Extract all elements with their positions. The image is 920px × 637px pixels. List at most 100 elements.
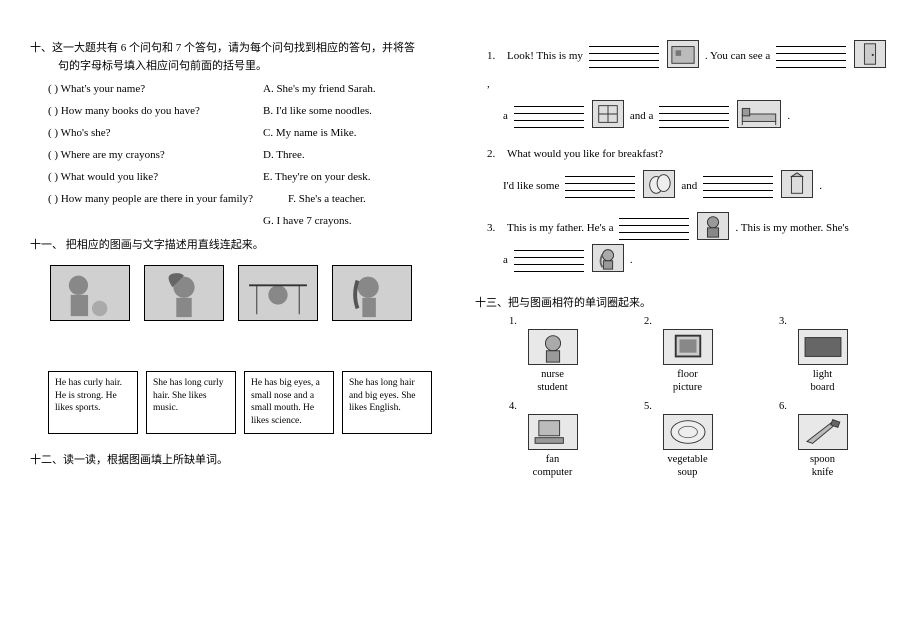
sentence-text: and a bbox=[630, 104, 654, 128]
father-icon bbox=[697, 212, 729, 240]
blank-lines bbox=[619, 215, 689, 240]
word-option: knife bbox=[755, 467, 890, 478]
question-text: ( ) Where are my crayons? bbox=[48, 149, 263, 161]
question-text: ( ) Who's she? bbox=[48, 127, 263, 139]
description-box: He has curly hair. He is strong. He like… bbox=[48, 371, 138, 434]
sentence-text: . This is my mother. She's bbox=[735, 216, 848, 240]
sentence-text: a bbox=[503, 104, 508, 128]
word-option: fan bbox=[485, 454, 620, 465]
item-num: 6. bbox=[755, 401, 890, 412]
answer-text: E. They're on your desk. bbox=[263, 171, 445, 183]
fill-sentence-1: 1. Look! This is my . You can see a , a … bbox=[475, 40, 890, 128]
answer-text-last: G. I have 7 crayons. bbox=[30, 215, 445, 227]
blank-lines bbox=[565, 173, 635, 198]
word-option: student bbox=[485, 382, 620, 393]
window-icon bbox=[592, 100, 624, 128]
qa-row: ( ) What would you like? E. They're on y… bbox=[30, 171, 445, 183]
section12-title: 十二、读一读，根据图画填上所缺单词。 bbox=[30, 452, 445, 470]
room-icon bbox=[667, 40, 699, 68]
qa-row: ( ) How many people are there in your fa… bbox=[30, 193, 445, 205]
child-illustration bbox=[238, 265, 318, 321]
sentence-text: Look! This is my bbox=[507, 44, 583, 68]
section11-title: 十一、 把相应的图画与文字描述用直线连起来。 bbox=[30, 237, 445, 255]
q-num: 1. bbox=[487, 44, 501, 68]
q-num: 2. bbox=[487, 142, 501, 166]
fill-sentence-2: 2. What would you like for breakfast? I'… bbox=[475, 142, 890, 198]
sentence-text: I'd like some bbox=[503, 174, 559, 198]
word-option: vegetable bbox=[620, 454, 755, 465]
sentence-text: . bbox=[630, 248, 633, 272]
answer-text: D. Three. bbox=[263, 149, 445, 161]
answer-text: A. She's my friend Sarah. bbox=[263, 83, 445, 95]
section13-title: 十三、把与图画相符的单词圈起来。 bbox=[475, 294, 890, 310]
blank-lines bbox=[703, 173, 773, 198]
section-12-body: 1. Look! This is my . You can see a , a … bbox=[475, 40, 890, 286]
child-illustration bbox=[144, 265, 224, 321]
word-option: picture bbox=[620, 382, 755, 393]
s10-title-line2: 句的字母标号填入相应问句前面的括号里。 bbox=[30, 60, 267, 72]
computer-icon bbox=[528, 414, 578, 450]
item-num: 5. bbox=[620, 401, 755, 412]
word-grid: 1. 2. 3. nurse floor light student pictu… bbox=[475, 316, 890, 480]
s10-title-line1: 十、这一大题共有 6 个问句和 7 个答句，请为每个问句找到相应的答句，并将答 bbox=[30, 42, 415, 54]
word-option: nurse bbox=[485, 369, 620, 380]
answer-text: B. I'd like some noodles. bbox=[263, 105, 445, 117]
qa-row: ( ) How many books do you have? B. I'd l… bbox=[30, 105, 445, 117]
sentence-text: . bbox=[787, 104, 790, 128]
egg-icon bbox=[643, 170, 675, 198]
blank-lines bbox=[514, 247, 584, 272]
description-box-row: He has curly hair. He is strong. He like… bbox=[48, 371, 445, 434]
qa-row: ( ) What's your name? A. She's my friend… bbox=[30, 83, 445, 95]
door-icon bbox=[854, 40, 886, 68]
picture-icon bbox=[663, 329, 713, 365]
q-num: 3. bbox=[487, 216, 501, 240]
description-box: She has long hair and big eyes. She like… bbox=[342, 371, 432, 434]
item-num: 2. bbox=[620, 316, 755, 327]
knife-icon bbox=[798, 414, 848, 450]
sentence-text: . bbox=[819, 174, 822, 198]
word-option: soup bbox=[620, 467, 755, 478]
word-option: floor bbox=[620, 369, 755, 380]
item-num: 4. bbox=[485, 401, 620, 412]
sentence-text: , bbox=[487, 72, 490, 96]
word-option: board bbox=[755, 382, 890, 393]
blank-lines bbox=[776, 43, 846, 68]
mother-icon bbox=[592, 244, 624, 272]
question-text: ( ) What's your name? bbox=[48, 83, 263, 95]
word-option: spoon bbox=[755, 454, 890, 465]
sentence-text: and bbox=[681, 174, 697, 198]
sentence-text: a bbox=[503, 248, 508, 272]
section-12-header: 十二、读一读，根据图画填上所缺单词。 bbox=[30, 452, 445, 478]
section-13: 十三、把与图画相符的单词圈起来。 1. 2. 3. nurse floor li… bbox=[475, 286, 890, 480]
blank-lines bbox=[659, 103, 729, 128]
right-column: 1. Look! This is my . You can see a , a … bbox=[465, 40, 890, 617]
fill-sentence-3: 3. This is my father. He's a . This is m… bbox=[475, 212, 890, 272]
item-num: 3. bbox=[755, 316, 890, 327]
section-10: 十、这一大题共有 6 个问句和 7 个答句，请为每个问句找到相应的答句，并将答 … bbox=[30, 40, 445, 237]
question-text: ( ) What would you like? bbox=[48, 171, 263, 183]
plate-icon bbox=[663, 414, 713, 450]
bed-icon bbox=[737, 100, 781, 128]
question-text: ( ) How many books do you have? bbox=[48, 105, 263, 117]
question-text: ( ) How many people are there in your fa… bbox=[48, 193, 288, 205]
milk-icon bbox=[781, 170, 813, 198]
illustration-row bbox=[50, 265, 445, 321]
description-box: He has big eyes, a small nose and a smal… bbox=[244, 371, 334, 434]
child-illustration bbox=[332, 265, 412, 321]
board-icon bbox=[798, 329, 848, 365]
nurse-icon bbox=[528, 329, 578, 365]
answer-text: F. She's a teacher. bbox=[288, 193, 445, 205]
left-column: 十、这一大题共有 6 个问句和 7 个答句，请为每个问句找到相应的答句，并将答 … bbox=[30, 40, 465, 617]
section10-title: 十、这一大题共有 6 个问句和 7 个答句，请为每个问句找到相应的答句，并将答 … bbox=[30, 40, 445, 75]
qa-row: ( ) Where are my crayons? D. Three. bbox=[30, 149, 445, 161]
sentence-text: What would you like for breakfast? bbox=[507, 142, 663, 166]
sentence-text: This is my father. He's a bbox=[507, 216, 613, 240]
blank-lines bbox=[514, 103, 584, 128]
description-box: She has long curly hair. She likes music… bbox=[146, 371, 236, 434]
blank-lines bbox=[589, 43, 659, 68]
child-illustration bbox=[50, 265, 130, 321]
word-option: light bbox=[755, 369, 890, 380]
word-option: computer bbox=[485, 467, 620, 478]
item-num: 1. bbox=[485, 316, 620, 327]
qa-row: ( ) Who's she? C. My name is Mike. bbox=[30, 127, 445, 139]
